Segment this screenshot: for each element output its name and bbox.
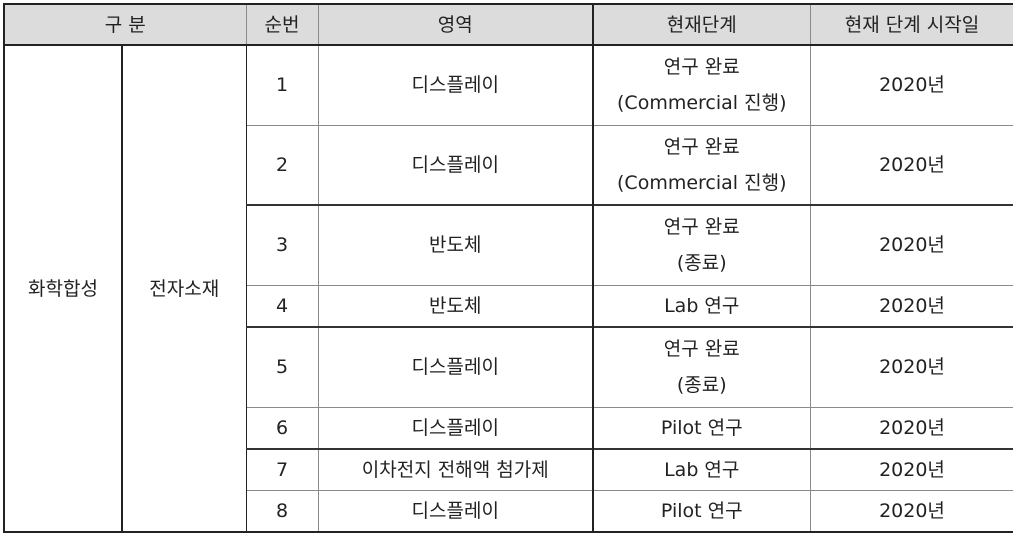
row-stage: Pilot 연구 xyxy=(592,489,811,533)
stage-line2: (Commercial 진행) xyxy=(617,171,787,194)
stage-line2: (Commercial 진행) xyxy=(617,92,787,115)
row-start-date: 2020년 xyxy=(809,448,1013,491)
category-level1: 화학합성 xyxy=(3,44,123,533)
header-category: 구 분 xyxy=(3,3,247,46)
stage-line1: 연구 완료 xyxy=(663,216,740,239)
row-area: 디스플레이 xyxy=(317,44,594,126)
table-row: 2 디스플레이 연구 완료 (Commercial 진행) 2020년 xyxy=(4,124,1013,206)
stage-line1: 연구 완료 xyxy=(663,338,740,361)
row-stage: 연구 완료 (Commercial 진행) xyxy=(592,124,811,206)
table-row: 6 디스플레이 Pilot 연구 2020년 xyxy=(4,406,1013,450)
row-area: 반도체 xyxy=(317,204,594,286)
table-row: 화학합성 전자소재 1 디스플레이 연구 완료 (Commercial 진행) 2020년 xyxy=(3,44,1013,533)
stage-line2: (종료) xyxy=(676,374,727,397)
row-number: 4 xyxy=(245,284,319,328)
header-row: 구 분 순번 영역 현재단계 현재 단계 시작일 xyxy=(3,3,1013,46)
row-number: 6 xyxy=(245,406,319,450)
row-area: 디스플레이 xyxy=(317,406,594,450)
table-row: 5 디스플레이 연구 완료 (종료) 2020년 xyxy=(4,326,1013,408)
header-start-date: 현재 단계 시작일 xyxy=(809,3,1013,46)
stage-line1: 연구 완료 xyxy=(663,56,740,79)
row-number: 2 xyxy=(245,124,319,206)
header-number: 순번 xyxy=(245,3,319,46)
row-start-date: 2020년 xyxy=(809,489,1013,533)
row-number: 5 xyxy=(245,326,319,408)
row-stage: Lab 연구 xyxy=(592,284,811,328)
header-area: 영역 xyxy=(317,3,594,46)
row-start-date: 2020년 xyxy=(809,204,1013,286)
row-area: 디스플레이 xyxy=(317,489,594,533)
row-start-date: 2020년 xyxy=(809,284,1013,328)
status-table: 구 분 순번 영역 현재단계 현재 단계 시작일 화학합성 전자소재 1 디스플레이 연… xyxy=(3,3,1013,533)
row-area: 반도체 xyxy=(317,284,594,328)
row-stage: Pilot 연구 xyxy=(592,406,811,450)
stage-line1: 연구 완료 xyxy=(663,135,740,158)
row-area: 디스플레이 xyxy=(317,326,594,408)
table-row: 8 디스플레이 Pilot 연구 2020년 xyxy=(4,489,1013,533)
row-start-date: 2020년 xyxy=(809,44,1013,126)
stage-line1: Pilot 연구 xyxy=(660,416,743,439)
stage-line1: Lab 연구 xyxy=(664,294,740,317)
row-number: 8 xyxy=(245,489,319,533)
row-start-date: 2020년 xyxy=(809,124,1013,206)
table-row: 7 이차전지 전해액 첨가제 Lab 연구 2020년 xyxy=(4,448,1013,491)
row-stage: 연구 완료 (종료) xyxy=(592,326,811,408)
header-stage: 현재단계 xyxy=(592,3,811,46)
stage-line1: Lab 연구 xyxy=(664,458,740,481)
row-start-date: 2020년 xyxy=(809,406,1013,450)
row-number: 7 xyxy=(245,448,319,491)
stage-line1: Pilot 연구 xyxy=(660,499,743,522)
row-area: 디스플레이 xyxy=(317,124,594,206)
row-number: 1 xyxy=(245,44,319,126)
table-row: 4 반도체 Lab 연구 2020년 xyxy=(4,284,1013,328)
stage-line2: (종료) xyxy=(676,252,727,275)
row-start-date: 2020년 xyxy=(809,326,1013,408)
table-row: 3 반도체 연구 완료 (종료) 2020년 xyxy=(4,204,1013,286)
row-stage: 연구 완료 (종료) xyxy=(592,204,811,286)
category-level2: 전자소재 xyxy=(121,44,247,533)
row-area: 이차전지 전해액 첨가제 xyxy=(317,448,594,491)
row-stage: Lab 연구 xyxy=(592,448,811,491)
row-stage: 연구 완료 (Commercial 진행) xyxy=(592,44,811,126)
row-number: 3 xyxy=(245,204,319,286)
